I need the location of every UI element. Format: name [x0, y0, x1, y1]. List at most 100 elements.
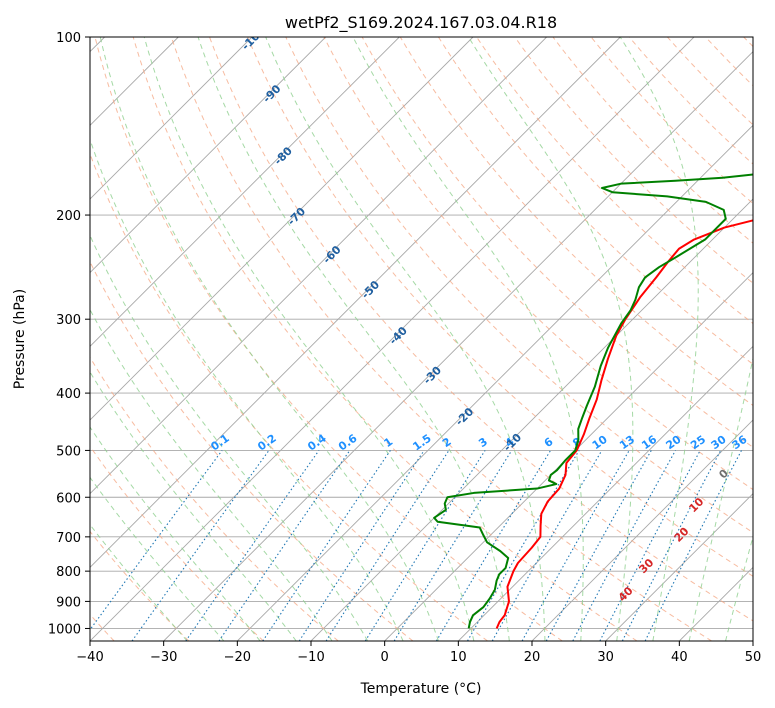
- dry-adiabat-label: -100: [239, 24, 268, 53]
- isotherm-line: [752, 640, 753, 641]
- y-tick-label: 500: [56, 444, 81, 459]
- moist-adiabat-line: [90, 476, 225, 641]
- mixing-ratio-line: [325, 450, 450, 641]
- moist-adiabat-line: [90, 234, 369, 641]
- moist-adiabat-line: [90, 308, 333, 641]
- moist-adiabat-label: 0: [716, 467, 731, 482]
- dry-adiabat-line: [438, 37, 753, 365]
- x-tick-label: 10: [450, 650, 467, 665]
- x-tick-label: −10: [297, 650, 324, 665]
- dry-adiabat-line: [514, 37, 753, 284]
- mixing-ratio-label: 3: [476, 435, 490, 450]
- moist-adiabat-line: [99, 37, 439, 641]
- mixing-ratio-line: [131, 450, 270, 641]
- x-tick-label: 40: [671, 650, 688, 665]
- moist-adiabat-label: 20: [672, 524, 692, 544]
- y-tick-label: 1000: [48, 622, 81, 637]
- mixing-ratio-line: [521, 450, 630, 641]
- dry-adiabat-line: [90, 260, 414, 641]
- moist-adiabat-label: 10: [686, 495, 706, 515]
- x-axis-label: Temperature (°C): [360, 681, 482, 697]
- moist-adiabat-line: [90, 523, 188, 641]
- dry-adiabat-line: [667, 37, 753, 126]
- isotherm-line: [163, 51, 753, 641]
- mixing-ratio-label: 13: [617, 433, 637, 452]
- dry-adiabat-line: [90, 530, 190, 641]
- y-tick-label: 900: [56, 595, 81, 610]
- dry-adiabat-line: [90, 152, 488, 641]
- isotherm-line: [90, 37, 253, 200]
- dry-adiabat-line: [132, 37, 638, 641]
- isotherm-line: [384, 272, 753, 641]
- y-tick-label: 700: [56, 531, 81, 546]
- moist-adiabats: [90, 37, 753, 641]
- dry-adiabat-line: [247, 37, 753, 577]
- plot-frame: [89, 36, 754, 642]
- dry-adiabat-line: [590, 37, 753, 205]
- mixing-ratio-label: 20: [663, 433, 683, 453]
- moist-adiabat-line: [265, 37, 546, 641]
- mixing-ratio-line: [262, 450, 391, 641]
- mixing-ratio-line: [644, 450, 742, 641]
- dry-adiabat-line: [285, 37, 753, 534]
- mixing-ratio-label: 25: [688, 433, 708, 452]
- dry-adiabat-label: -90: [260, 82, 283, 105]
- isotherm-line: [90, 37, 326, 274]
- mixing-ratio-line: [90, 450, 223, 631]
- x-tick-label: 30: [597, 650, 614, 665]
- mixing-ratio-lines: [90, 450, 742, 641]
- isotherm-line: [90, 37, 621, 568]
- mixing-ratio-line: [393, 450, 513, 641]
- y-tick-label: 400: [56, 387, 81, 402]
- x-axis: −40 −30 −20 −10 0 10 20 30 40 50: [76, 641, 761, 665]
- mixing-ratio-line: [185, 450, 320, 641]
- mixing-ratio-label: 30: [709, 433, 729, 453]
- x-tick-label: 50: [745, 650, 762, 665]
- isotherm-line: [605, 493, 753, 641]
- dry-adiabat-label: -30: [421, 363, 444, 386]
- adiabat-labels: 0.1 0.2 0.4 0.6 1 1.5 2 3 4 6 8 10 13 16 20 25 30 36-100-…: [208, 24, 749, 604]
- y-tick-label: 600: [56, 491, 81, 506]
- isotherm-line: [679, 566, 753, 641]
- mixing-ratio-label: 6: [542, 435, 556, 450]
- dry-adiabat-line: [94, 37, 563, 641]
- dry-adiabat-line: [90, 445, 264, 641]
- y-tick-label: 200: [56, 209, 81, 224]
- isotherm-line: [90, 37, 547, 495]
- mixing-ratio-label: 10: [590, 433, 610, 453]
- isotherm-line: [531, 419, 753, 641]
- dry-adiabat-label: -70: [285, 205, 308, 228]
- mixing-ratio-line: [621, 450, 722, 641]
- chart-title: wetPf2_S169.2024.167.03.04.R18: [285, 13, 557, 33]
- mixing-ratio-line: [218, 450, 351, 641]
- x-tick-label: −40: [76, 650, 103, 665]
- x-tick-label: 20: [524, 650, 541, 665]
- y-axis: 100 200 300 400 500 600 700 800 900 1000: [48, 31, 90, 637]
- mixing-ratio-line: [572, 450, 677, 641]
- dry-adiabat-label: -20: [453, 405, 476, 428]
- dry-adiabat-label: -50: [359, 278, 382, 301]
- mixing-ratio-line: [298, 450, 425, 641]
- mixing-ratio-line: [599, 450, 701, 641]
- y-tick-label: 300: [56, 313, 81, 328]
- isotherm-line: [237, 124, 753, 641]
- moist-adiabat-line: [143, 37, 475, 641]
- y-axis-label: Pressure (hPa): [12, 289, 28, 389]
- dry-adiabat-line: [399, 37, 753, 407]
- moist-adiabat-line: [352, 37, 584, 641]
- dry-adiabat-line: [743, 37, 753, 48]
- isotherm-lines: [90, 37, 753, 641]
- mixing-ratio-label: 36: [729, 433, 749, 453]
- moist-adiabat-line: [90, 371, 297, 641]
- dry-adiabat-label: -80: [272, 144, 295, 167]
- dry-adiabat-line: [476, 37, 753, 325]
- dry-adiabat-line: [705, 37, 753, 87]
- plot-area: 0.1 0.2 0.4 0.6 1 1.5 2 3 4 6 8 10 13 16 20 25 30 36-100-…: [90, 24, 753, 641]
- mixing-ratio-label: 16: [639, 433, 659, 453]
- mixing-ratio-label: 1: [382, 435, 396, 450]
- profile-series: [433, 173, 753, 629]
- x-tick-label: −20: [224, 650, 251, 665]
- moist-adiabat-line: [619, 37, 699, 641]
- dry-adiabat-line: [90, 356, 339, 641]
